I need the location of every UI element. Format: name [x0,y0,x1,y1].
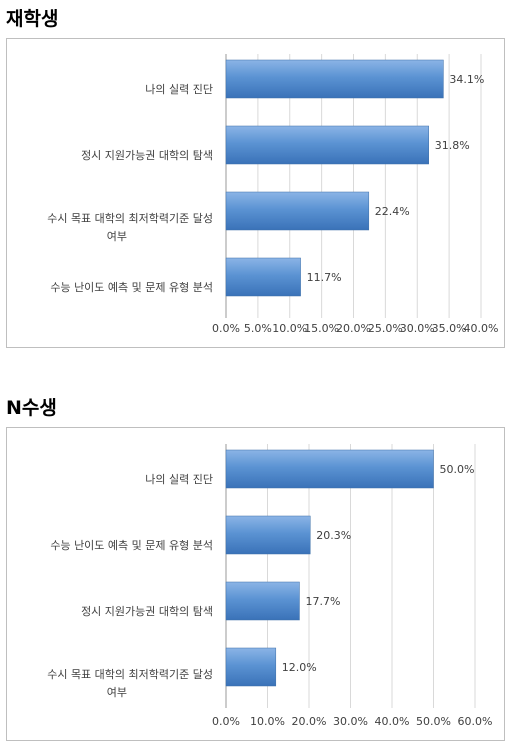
chart-current-students: 34.1% 나의 실력 진단 31.8% 정시 지원가능권 대학의 탐색 22.4% 수시… [6,38,505,348]
tick-label: 5.0% [244,322,272,335]
category-label-line: 나의 실력 진단 [145,83,213,96]
data-label: 12.0% [282,661,317,674]
category-label: 나의 실력 진단 [145,83,213,96]
bar [225,581,300,621]
bar [225,515,311,555]
bar [225,647,277,687]
tick-label: 10.0% [250,715,285,728]
category-label-line: 정시 지원가능권 대학의 탐색 [81,149,213,162]
category-label: 수능 난이도 예측 및 문제 유형 분석 [50,281,213,294]
category-label-line: 수능 난이도 예측 및 문제 유형 분석 [50,281,213,294]
tick-label: 60.0% [458,715,493,728]
tick-label: 20.0% [336,322,371,335]
data-label: 22.4% [375,205,410,218]
bar-chart-current-students: 34.1% 나의 실력 진단 31.8% 정시 지원가능권 대학의 탐색 22.4% 수시… [47,54,499,335]
data-label: 17.7% [305,595,340,608]
category-label-line: 여부 [107,230,127,243]
category-label-line: 수능 난이도 예측 및 문제 유형 분석 [50,539,213,552]
category-label-line: 수시 목표 대학의 최저학력기준 달성 [47,212,213,225]
data-label: 50.0% [440,463,475,476]
category-label-line: 여부 [107,686,127,699]
bar [225,257,301,297]
category-label: 나의 실력 진단 [145,473,213,486]
category-label: 정시 지원가능권 대학의 탐색 [81,149,213,162]
category-label: 정시 지원가능권 대학의 탐색 [81,605,213,618]
category-label: 수능 난이도 예측 및 문제 유형 분석 [50,539,213,552]
bar-chart-repeat-students: 50.0% 나의 실력 진단 20.3% 수능 난이도 예측 및 문제 유형 분석 17… [47,444,493,728]
tick-label: 0.0% [212,715,240,728]
data-label: 31.8% [435,139,470,152]
tick-label: 25.0% [368,322,403,335]
category-label-line: 정시 지원가능권 대학의 탐색 [81,605,213,618]
tick-label: 50.0% [416,715,451,728]
tick-label: 35.0% [432,322,467,335]
category-label-line: 수시 목표 대학의 최저학력기준 달성 [47,668,213,681]
data-label: 34.1% [449,73,484,86]
data-label: 20.3% [316,529,351,542]
bar [225,191,370,231]
tick-label: 30.0% [400,322,435,335]
bar [225,59,444,99]
tick-label: 40.0% [375,715,410,728]
chart-repeat-students: 50.0% 나의 실력 진단 20.3% 수능 난이도 예측 및 문제 유형 분석 17… [6,427,505,741]
data-label: 11.7% [307,271,342,284]
bar [225,449,434,489]
tick-label: 30.0% [333,715,368,728]
section-title-repeat-students: N수생 [6,397,57,419]
category-label-line: 나의 실력 진단 [145,473,213,486]
bar [225,125,429,165]
section-title-current-students: 재학생 [6,8,59,30]
tick-label: 15.0% [304,322,339,335]
tick-label: 40.0% [464,322,499,335]
tick-label: 10.0% [272,322,307,335]
tick-label: 0.0% [212,322,240,335]
tick-label: 20.0% [292,715,327,728]
